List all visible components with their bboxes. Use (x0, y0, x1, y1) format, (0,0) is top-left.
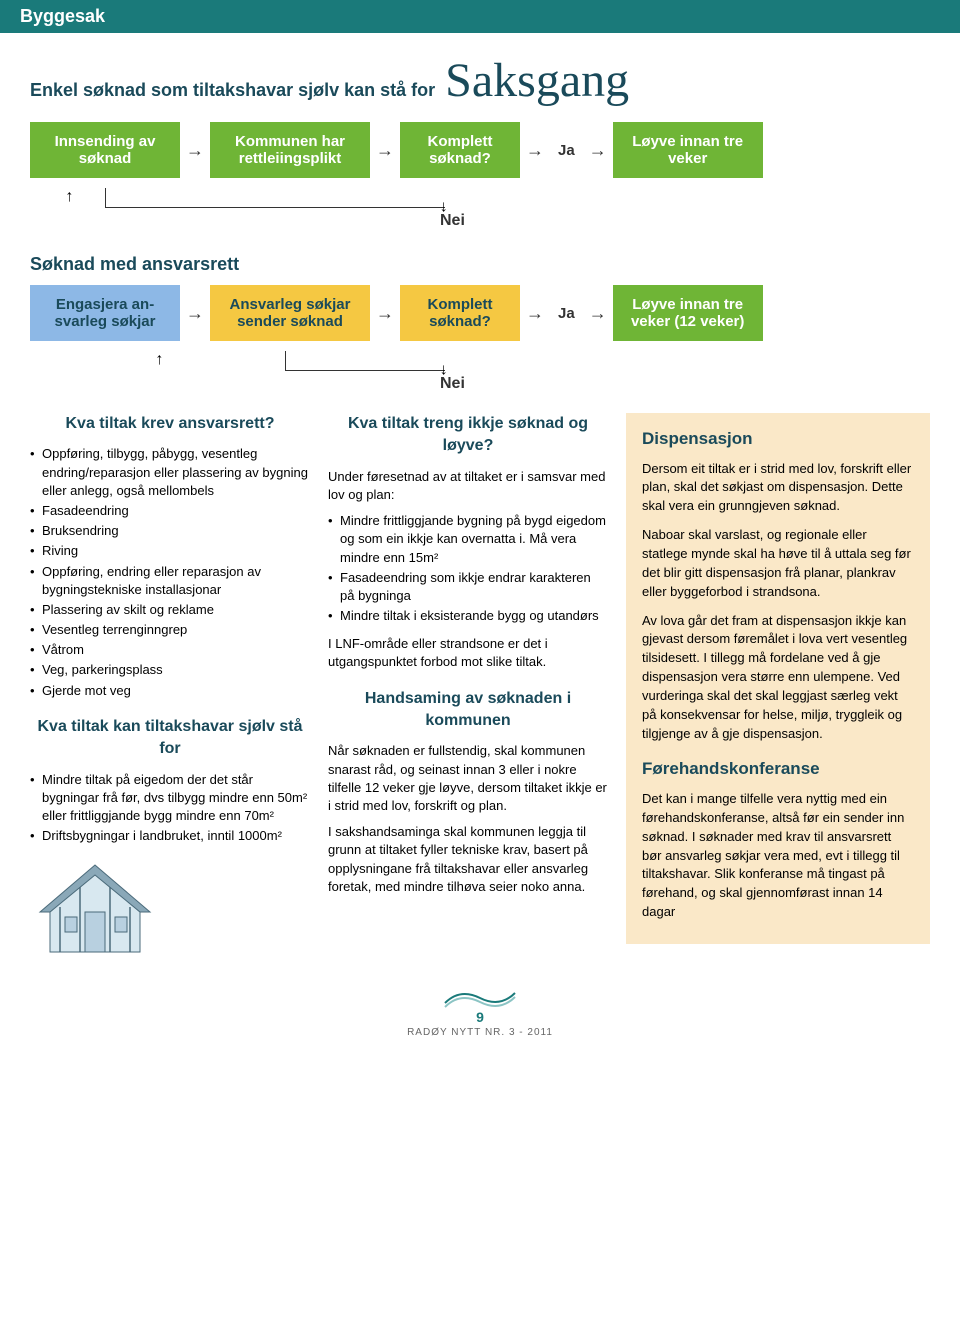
col1-heading2: Kva tiltak kan tiltakshavar sjølv stå fo… (30, 716, 310, 761)
arrow-icon: → (186, 140, 204, 161)
sidebar-heading1: Dispensasjon (642, 427, 914, 452)
list-item: Gjerde mot veg (30, 682, 310, 700)
list-item: Fasadeendring (30, 502, 310, 520)
col1: Kva tiltak krev ansvarsrett? Oppføring, … (30, 413, 310, 963)
content-area: Enkel søknad som tiltakshavar sjølv kan … (0, 33, 960, 1058)
sidebar-para1: Dersom eit tiltak er i strid med lov, fo… (642, 460, 914, 517)
arrow-icon: → (526, 140, 544, 161)
arrow-icon: → (186, 303, 204, 324)
list-item: Driftsbygningar i landbruket, inntil 100… (30, 827, 310, 845)
flow2-box4: Løyve innan tre veker (12 veker) (613, 285, 763, 341)
list-item: Vesentleg terrenginngrep (30, 621, 310, 639)
house-illustration (30, 857, 160, 957)
flow1-feedback: → → (30, 188, 930, 208)
col2-para2: Når søknaden er fullstendig, skal kommun… (328, 742, 608, 815)
list-item: Oppføring, endring eller reparasjon av b… (30, 563, 310, 599)
arrow-up-icon: → (59, 189, 77, 205)
flow2-box3: Komplett søknad? (400, 285, 520, 341)
sidebar-col: Dispensasjon Dersom eit tiltak er i stri… (626, 413, 930, 963)
list-item: Mindre frittliggjande bygning på bygd ei… (328, 512, 608, 567)
header-title: Byggesak (20, 6, 105, 26)
arrow-icon: → (589, 140, 607, 161)
list-item: Mindre tiltak i eksisterande bygg og uta… (328, 607, 608, 625)
arrow-down-icon: → (436, 199, 454, 215)
list-item: Fasadeendring som ikkje endrar karaktere… (328, 569, 608, 605)
flow1-nei: Nei (440, 212, 930, 230)
flow1-box4: Løyve innan tre veker (613, 122, 763, 178)
flow1: Innsending av søknad → Kommunen har rett… (30, 122, 930, 178)
script-title: Saksgang (445, 53, 629, 108)
flow2-feedback: → → (30, 351, 930, 371)
title-row: Enkel søknad som tiltakshavar sjølv kan … (30, 53, 930, 108)
col2-heading1: Kva tiltak treng ikkje søknad og løyve? (328, 413, 608, 458)
arrow-icon: → (376, 140, 394, 161)
section2-title: Søknad med ansvarsrett (30, 254, 930, 275)
flow2-box2: Ansvarleg søkjar sender søknad (210, 285, 370, 341)
flow2-ja: Ja (558, 305, 575, 322)
col2-list1: Mindre frittliggjande bygning på bygd ei… (328, 512, 608, 625)
flow1-ja: Ja (558, 142, 575, 159)
sidebar-box: Dispensasjon Dersom eit tiltak er i stri… (626, 413, 930, 944)
sidebar-heading2: Førehandskonferanse (642, 757, 914, 782)
flow2-nei: Nei (440, 375, 930, 393)
list-item: Veg, parkeringsplass (30, 661, 310, 679)
arrow-icon: → (526, 303, 544, 324)
arrow-icon: → (589, 303, 607, 324)
col1-list2: Mindre tiltak på eigedom der det står by… (30, 771, 310, 846)
list-item: Våtrom (30, 641, 310, 659)
page-number: 9 (476, 1009, 484, 1025)
flow1-box2: Kommunen har rettleiingsplikt (210, 122, 370, 178)
arrow-up-icon: → (149, 352, 167, 368)
header-bar: Byggesak (0, 0, 960, 33)
list-item: Plassering av skilt og reklame (30, 601, 310, 619)
wave-icon (440, 983, 520, 1009)
arrow-icon: → (376, 303, 394, 324)
col2-para1: I LNF-område eller strandsone er det i u… (328, 635, 608, 671)
publication-label: RADØY NYTT NR. 3 - 2011 (30, 1027, 930, 1038)
sidebar-para4: Det kan i mange tilfelle vera nyttig med… (642, 790, 914, 922)
col1-heading1: Kva tiltak krev ansvarsrett? (30, 413, 310, 435)
columns: Kva tiltak krev ansvarsrett? Oppføring, … (30, 413, 930, 963)
list-item: Mindre tiltak på eigedom der det står by… (30, 771, 310, 826)
flow1-box3: Komplett søknad? (400, 122, 520, 178)
col2: Kva tiltak treng ikkje søknad og løyve? … (328, 413, 608, 963)
arrow-down-icon: → (436, 362, 454, 378)
list-item: Bruksendring (30, 522, 310, 540)
section1-title: Enkel søknad som tiltakshavar sjølv kan … (30, 80, 435, 101)
sidebar-para3: Av lova går det fram at dispensasjon ikk… (642, 612, 914, 744)
flow2-box1: Engasjera an-svarleg søkjar (30, 285, 180, 341)
col1-list1: Oppføring, tilbygg, påbygg, vesentleg en… (30, 445, 310, 699)
flow1-box1: Innsending av søknad (30, 122, 180, 178)
col2-heading2: Handsaming av søknaden i kommunen (328, 688, 608, 733)
sidebar-para2: Naboar skal varslast, og regionale eller… (642, 526, 914, 601)
col2-intro: Under føresetnad av at tiltaket er i sam… (328, 468, 608, 504)
flow2: Engasjera an-svarleg søkjar → Ansvarleg … (30, 285, 930, 341)
col2-para3: I sakshandsaminga skal kommunen leggja t… (328, 823, 608, 896)
list-item: Riving (30, 542, 310, 560)
page-footer: 9 RADØY NYTT NR. 3 - 2011 (30, 983, 930, 1038)
list-item: Oppføring, tilbygg, påbygg, vesentleg en… (30, 445, 310, 500)
